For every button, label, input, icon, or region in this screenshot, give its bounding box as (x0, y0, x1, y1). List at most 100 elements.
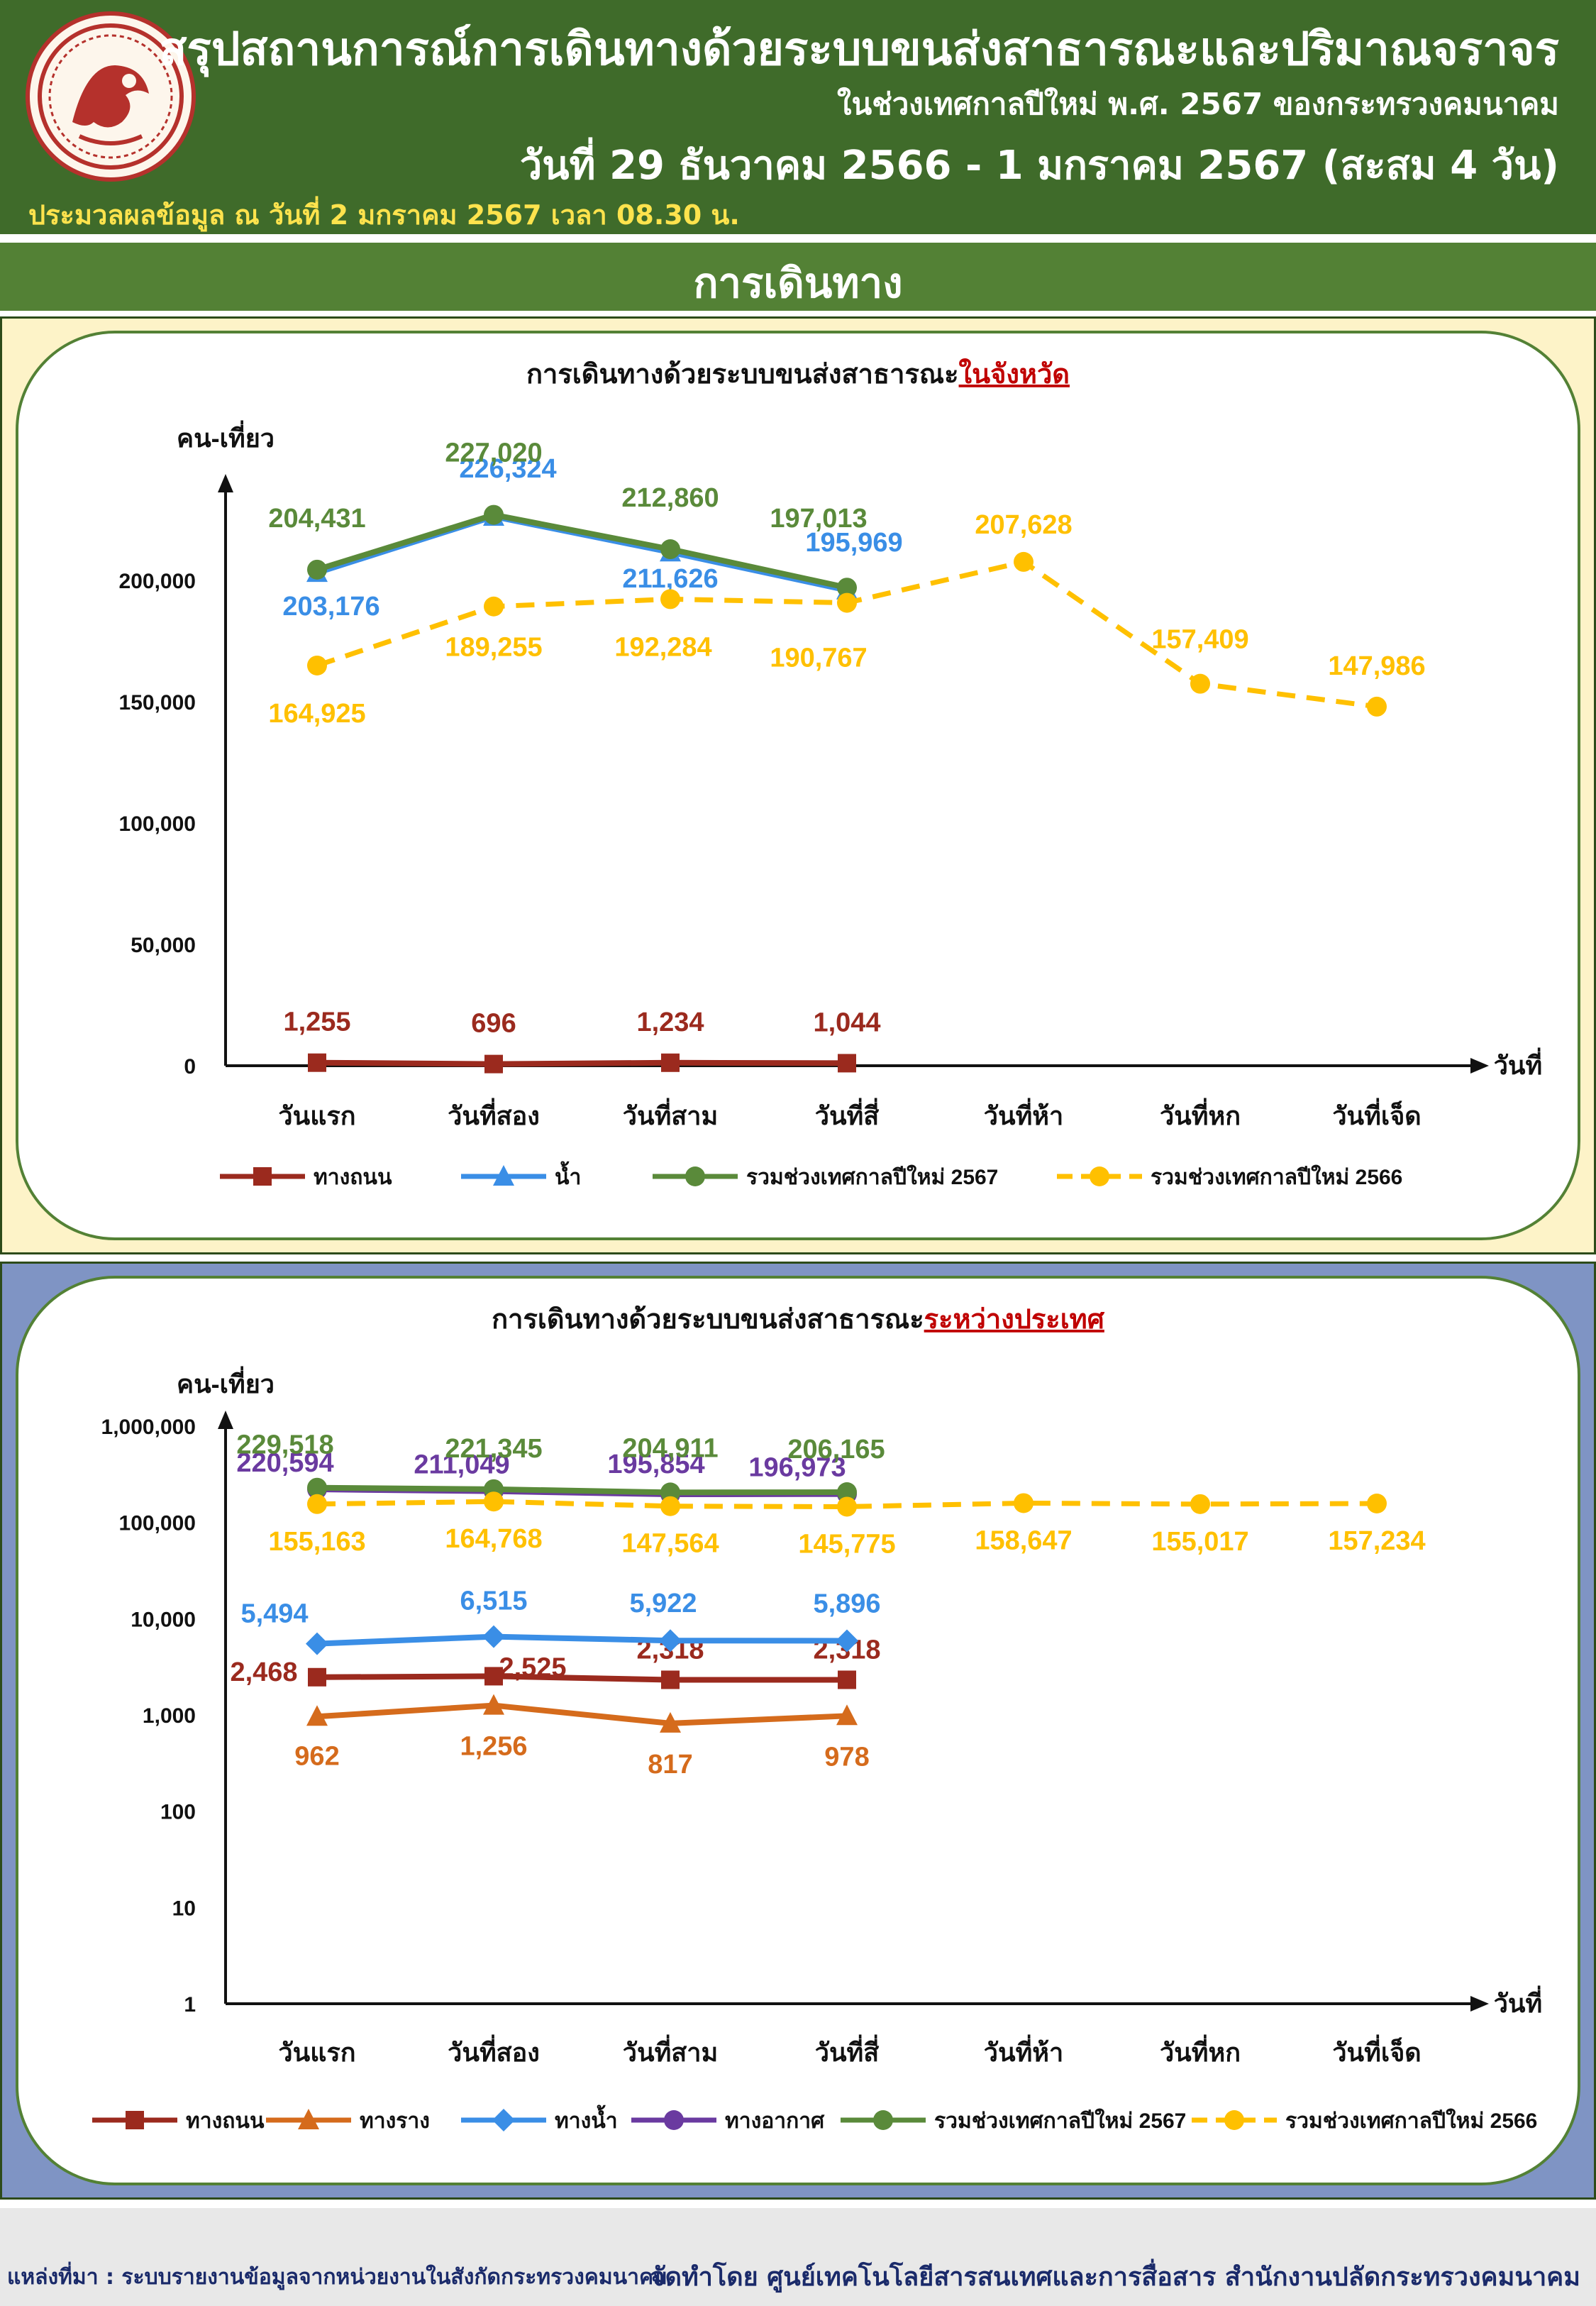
legend-label: รวมช่วงเทศกาลปีใหม่ 2566 (1151, 1164, 1402, 1189)
legend-item: รวมช่วงเทศกาลปีใหม่ 2566 (1192, 2108, 1537, 2133)
data-point (661, 1053, 680, 1072)
data-label: 157,409 (1151, 625, 1248, 655)
y-tick-label: 10 (172, 1897, 196, 1920)
data-point (307, 655, 327, 675)
chart-title-highlight: ในจังหวัด (959, 358, 1070, 390)
x-tick-label: วันที่สี่ (815, 2034, 880, 2067)
y-axis-label: คน-เที่ยว (177, 420, 275, 453)
seal-emblem-icon (38, 23, 184, 170)
legend-marker (493, 1165, 514, 1186)
y-tick-label: 1,000 (143, 1704, 196, 1728)
legend-label: ทางอากาศ (725, 2109, 825, 2133)
legend-item: รวมช่วงเทศกาลปีใหม่ 2567 (653, 1164, 998, 1189)
legend-marker (298, 2109, 319, 2129)
ministry-seal-logo (26, 11, 196, 182)
data-point (1190, 1494, 1210, 1514)
data-point (836, 1704, 858, 1726)
y-axis-arrow-icon (218, 1411, 233, 1429)
data-label: 5,922 (629, 1589, 697, 1618)
data-point (837, 578, 857, 598)
section-title: การเดินทาง (693, 259, 903, 307)
series-line (316, 1484, 848, 1496)
y-tick-label: 200,000 (119, 570, 196, 593)
legend-marker (126, 2111, 144, 2129)
data-label: 204,431 (268, 504, 365, 534)
data-label: 6,515 (460, 1587, 527, 1616)
data-label: 1,044 (813, 1008, 880, 1037)
series-3: 164,925 189,255 192,284 190,767 207,628 157,4… (268, 510, 1425, 729)
x-tick-label: วันที่สาม (623, 2034, 718, 2067)
data-point (484, 1667, 503, 1686)
data-label: 2,468 (230, 1657, 297, 1687)
page-subtitle: ในช่วงเทศกาลปีใหม่ พ.ศ. 2567 ของกระทรวงค… (836, 87, 1559, 121)
data-label: 195,854 (607, 1450, 704, 1479)
x-tick-label: วันที่ห้า (984, 2034, 1064, 2067)
data-point (660, 539, 680, 560)
series-2: 5,494 6,515 5,922 5,896 (240, 1587, 881, 1655)
data-label: 220,594 (236, 1448, 333, 1478)
data-point (307, 559, 327, 580)
y-tick-label: 100,000 (119, 1512, 196, 1535)
y-axis-label: คน-เที่ยว (177, 1366, 275, 1399)
x-tick-label: วันที่เจ็ด (1332, 1098, 1421, 1130)
chart-title: การเดินทางด้วยระบบขนส่งสาธารณะระหว่างประ… (492, 1305, 1105, 1335)
domestic-chart: การเดินทางด้วยระบบขนส่งสาธารณะในจังหวัดค… (119, 358, 1543, 1189)
x-tick-label: วันที่หก (1160, 1098, 1241, 1130)
data-point (659, 1629, 682, 1653)
data-point (837, 592, 857, 613)
legend-item: ทางอากาศ (631, 2109, 825, 2133)
data-label: 204,911 (622, 1433, 718, 1463)
legend-label: ทางถนน (314, 1166, 392, 1189)
y-axis-arrow-icon (218, 474, 233, 492)
domestic-chart-card (16, 331, 1580, 1240)
data-point (308, 1053, 326, 1072)
legend-label: ทางถนน (186, 2109, 265, 2133)
footer-prepared-by: จัดทำโดย ศูนย์เทคโนโลยีสารสนเทศและการสื่… (650, 2263, 1580, 2292)
data-label: 696 (471, 1009, 516, 1039)
x-axis-arrow-icon (1470, 1058, 1489, 1074)
data-point (837, 1482, 857, 1503)
data-label: 145,775 (798, 1529, 895, 1559)
y-tick-label: 50,000 (131, 934, 196, 957)
data-label: 197,013 (770, 504, 867, 534)
data-label: 1,255 (283, 1008, 350, 1037)
data-point (306, 1632, 328, 1655)
y-tick-label: 10,000 (131, 1608, 196, 1631)
series-line (316, 1702, 848, 1726)
y-tick-label: 0 (184, 1055, 196, 1078)
y-tick-label: 100,000 (119, 812, 196, 836)
x-axis-arrow-icon (1470, 1996, 1489, 2012)
series-2: 204,431 227,020 212,860 197,013 (268, 438, 868, 598)
international-chart: การเดินทางด้วยระบบขนส่งสาธารณะระหว่างประ… (92, 1305, 1542, 2133)
data-label: 157,234 (1328, 1526, 1425, 1556)
legend-label: รวมช่วงเทศกาลปีใหม่ 2567 (934, 2108, 1186, 2133)
data-label: 147,564 (621, 1529, 719, 1559)
legend-item: รวมช่วงเทศกาลปีใหม่ 2567 (841, 2108, 1186, 2133)
data-label: 5,896 (813, 1589, 880, 1618)
series-1: 203,176 226,324 211,626 195,969 (282, 454, 902, 622)
data-label: 817 (648, 1750, 692, 1780)
y-tick-label: 100 (160, 1801, 196, 1824)
series-0: 1,255 696 1,234 1,044 (283, 1008, 881, 1074)
page-title: สรุปสถานการณ์การเดินทางด้วยระบบขนส่งสาธา… (159, 23, 1559, 76)
footer-source: แหล่งที่มา : ระบบรายงานข้อมูลจากหน่วยงาน… (7, 2265, 667, 2290)
data-label: 195,969 (805, 528, 902, 558)
legend-item: รวมช่วงเทศกาลปีใหม่ 2566 (1057, 1164, 1402, 1189)
series-line (316, 1673, 847, 1683)
data-label: 211,626 (622, 564, 718, 594)
x-tick-label: วันที่ห้า (984, 1098, 1064, 1130)
data-label: 164,925 (268, 699, 365, 729)
data-point (838, 1054, 856, 1073)
legend-label: น้ำ (555, 1161, 581, 1189)
data-point (484, 1491, 504, 1512)
header-banner (0, 0, 1596, 234)
data-label: 229,518 (236, 1430, 333, 1460)
data-label: 221,345 (445, 1434, 542, 1464)
series-5: 155,163 164,768 147,564 145,775 158,647 155,0… (268, 1491, 1426, 1559)
legend-marker (492, 2109, 515, 2131)
data-point (1367, 1494, 1387, 1514)
legend-marker (1224, 2110, 1244, 2130)
data-point (660, 1482, 680, 1503)
y-tick-label: 1,000,000 (101, 1416, 196, 1439)
data-label: 203,176 (282, 592, 379, 622)
